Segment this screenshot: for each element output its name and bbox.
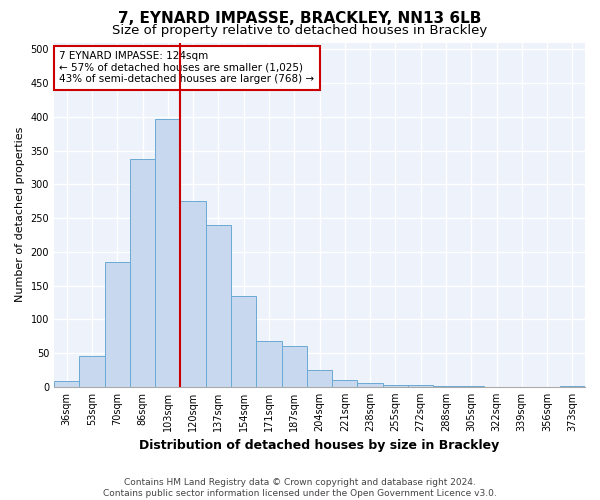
Bar [358, 384, 383, 387]
Bar [206, 225, 231, 387]
Bar [458, 386, 484, 387]
Bar [130, 160, 155, 387]
Bar [79, 356, 104, 387]
Bar [104, 262, 130, 387]
Bar [281, 346, 307, 387]
Text: 7, EYNARD IMPASSE, BRACKLEY, NN13 6LB: 7, EYNARD IMPASSE, BRACKLEY, NN13 6LB [118, 11, 482, 26]
Bar [54, 382, 79, 387]
Bar [433, 386, 458, 387]
Bar [560, 386, 585, 387]
Bar [256, 341, 281, 387]
Y-axis label: Number of detached properties: Number of detached properties [15, 127, 25, 302]
Text: Contains HM Land Registry data © Crown copyright and database right 2024.
Contai: Contains HM Land Registry data © Crown c… [103, 478, 497, 498]
Bar [332, 380, 358, 387]
Bar [181, 201, 206, 387]
X-axis label: Distribution of detached houses by size in Brackley: Distribution of detached houses by size … [139, 440, 500, 452]
Text: 7 EYNARD IMPASSE: 124sqm
← 57% of detached houses are smaller (1,025)
43% of sem: 7 EYNARD IMPASSE: 124sqm ← 57% of detach… [59, 51, 314, 84]
Bar [383, 385, 408, 387]
Bar [307, 370, 332, 387]
Bar [408, 386, 433, 387]
Text: Size of property relative to detached houses in Brackley: Size of property relative to detached ho… [112, 24, 488, 37]
Bar [155, 119, 181, 387]
Bar [231, 296, 256, 387]
